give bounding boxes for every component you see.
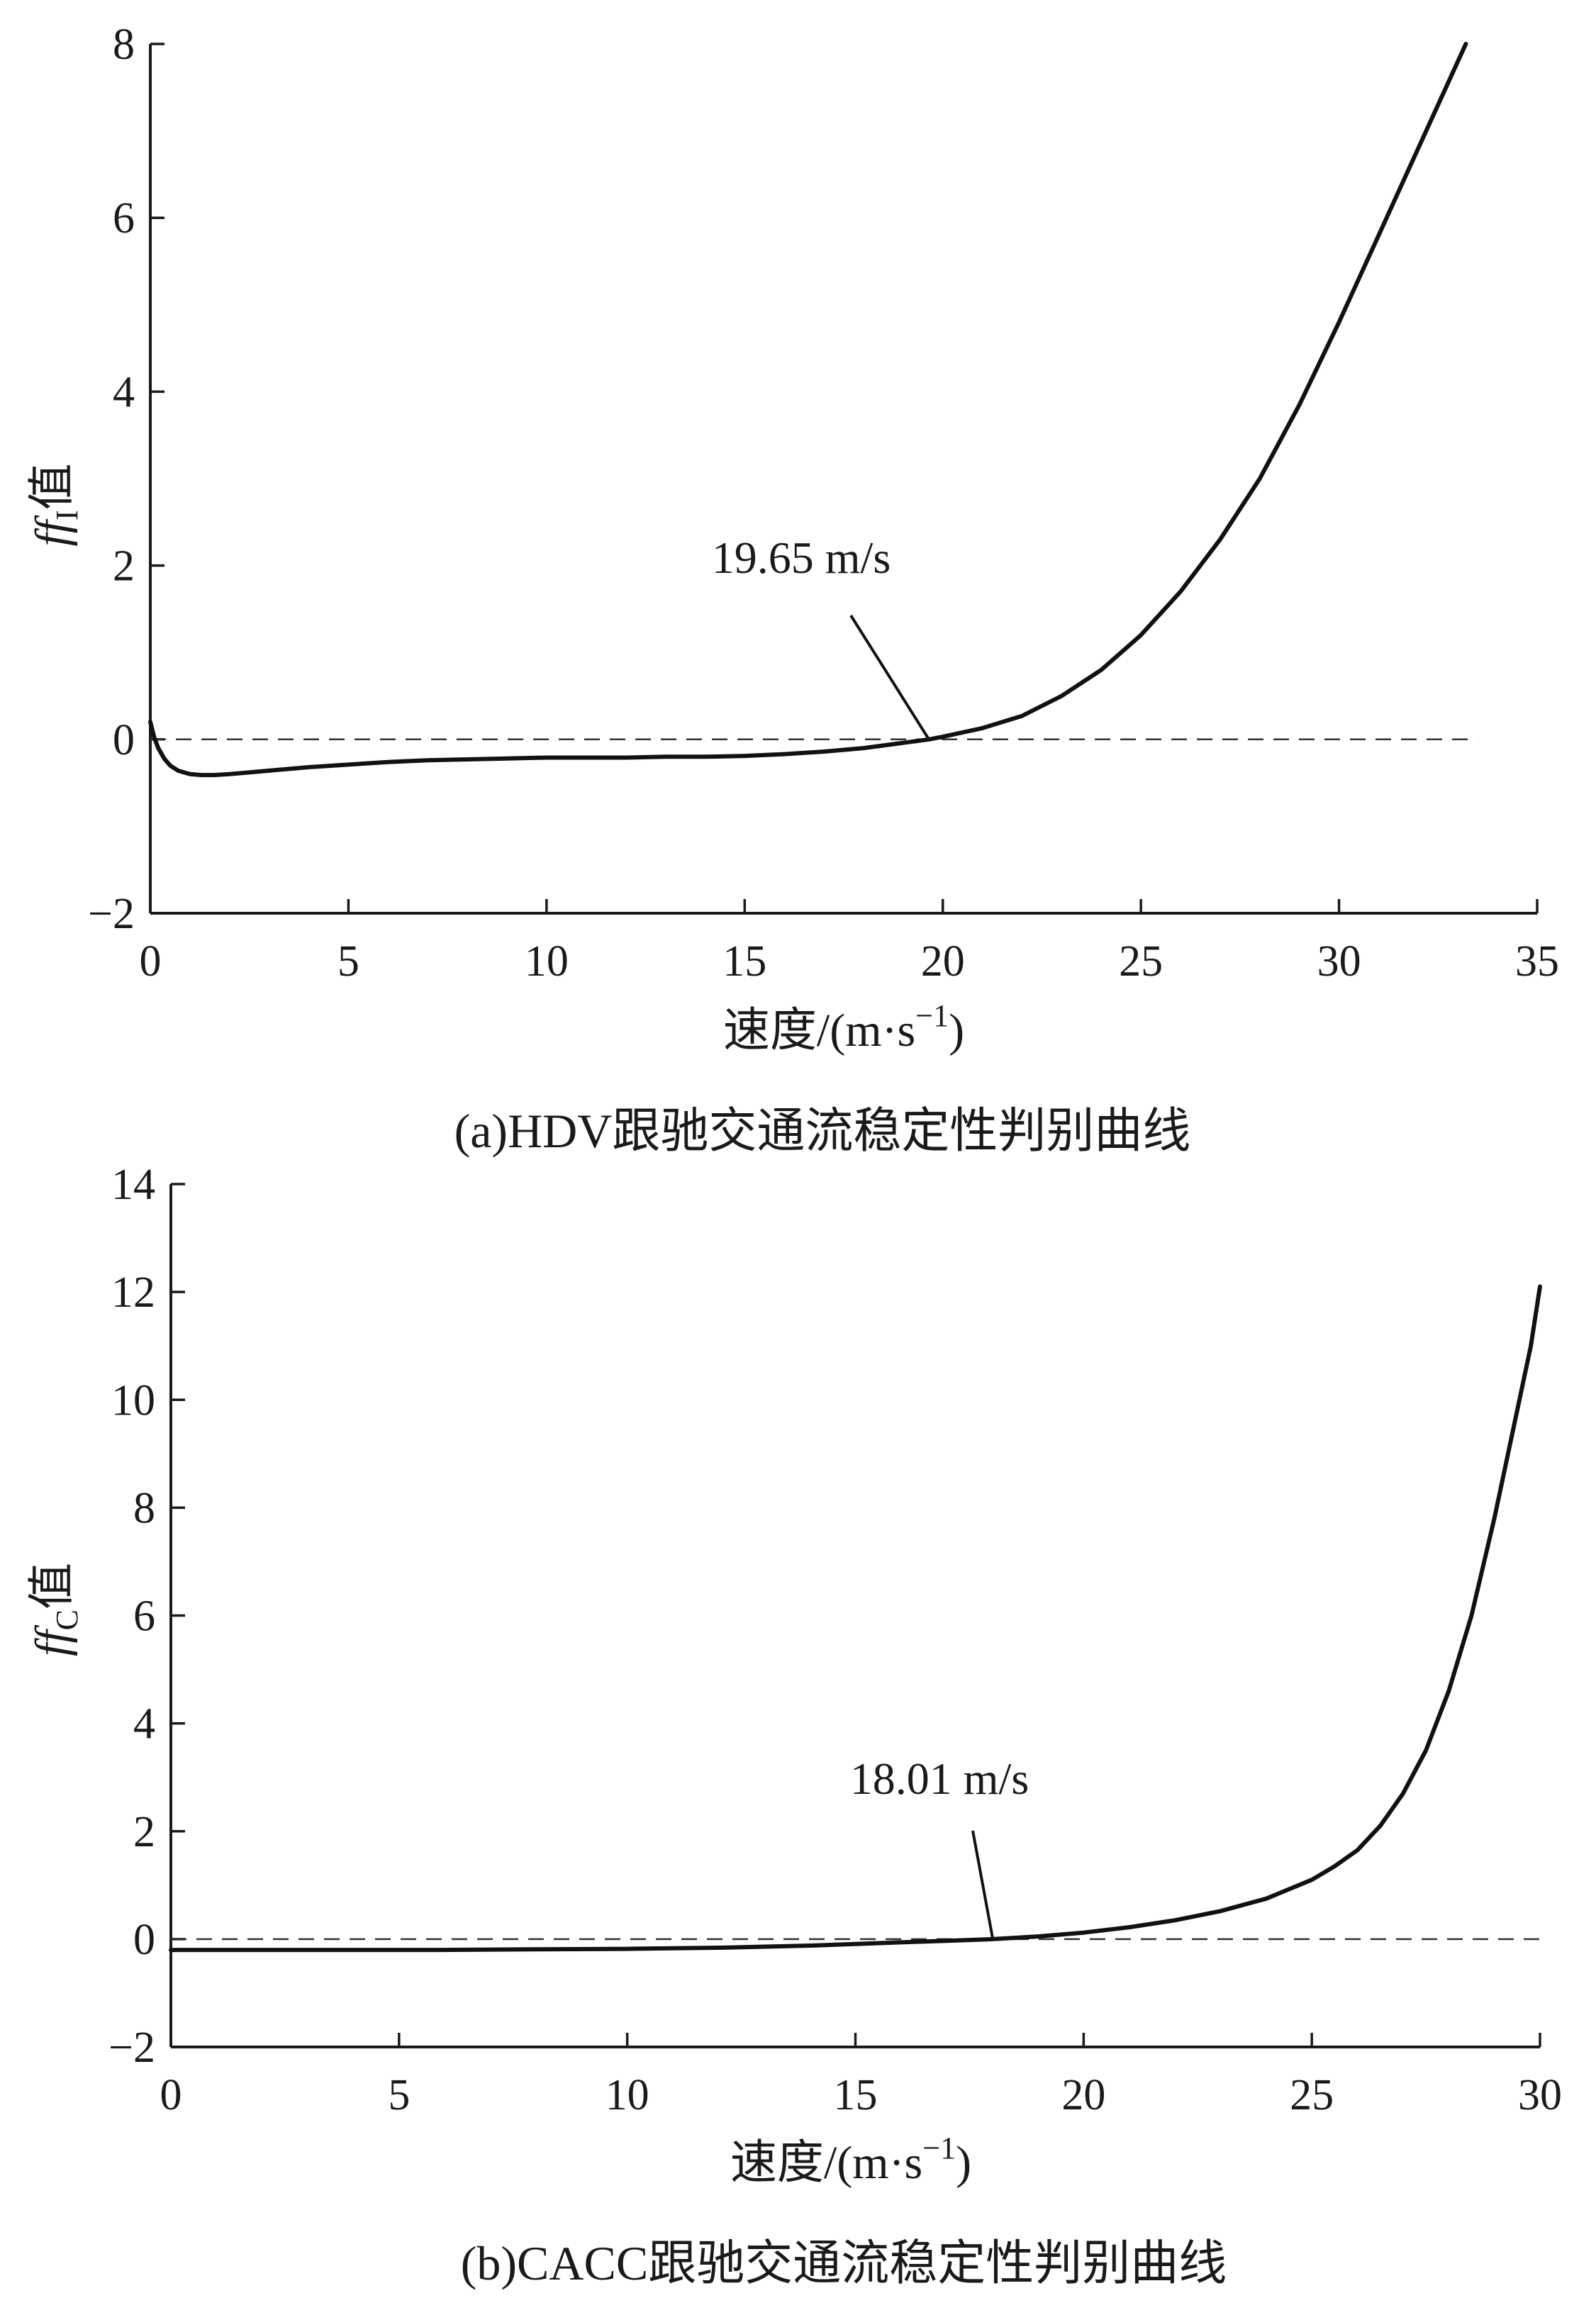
chart-cacc-caption: (b)CACC跟驰交通流稳定性判别曲线 [461, 2236, 1227, 2290]
chart-cacc-y-tick-label: 2 [133, 1808, 155, 1856]
chart-cacc-annotation-group: 18.01 m/s [850, 1753, 1029, 1940]
chart-cacc-y-tick-label: 10 [111, 1376, 155, 1424]
chart-hdv-y-tick-label: 4 [113, 368, 135, 416]
chart-cacc-y-tick-label: 8 [133, 1484, 155, 1532]
chart-cacc-x-tick-label: 30 [1518, 2071, 1562, 2119]
chart-hdv-x-axis-title-superscript: −1 [915, 998, 949, 1033]
chart-cacc-x-tick-label: 20 [1061, 2071, 1105, 2119]
chart-hdv-y-tick-label: 0 [113, 716, 135, 764]
chart-cacc-x-axis-title-close: ) [956, 2137, 971, 2189]
chart-hdv-caption: (a)HDV跟驰交通流稳定性判别曲线 [454, 1104, 1191, 1158]
chart-hdv-x-tick-label: 15 [722, 937, 766, 986]
chart-cacc-x-axis-title: 速度/(m·s−1) [730, 2131, 971, 2189]
chart-cacc-x-tick-label: 25 [1290, 2071, 1334, 2119]
chart-hdv-y-tick-label: −2 [88, 890, 135, 938]
chart-hdv-x-tick-label: 30 [1317, 937, 1361, 986]
chart-hdv-x-tick-label: 35 [1515, 937, 1559, 986]
chart-cacc-annotation-label: 18.01 m/s [850, 1753, 1029, 1804]
chart-hdv-y-axis-title-rest: 值 [26, 463, 78, 510]
chart-cacc-x-axis-title-superscript: −1 [922, 2131, 956, 2165]
chart-cacc-y-tick-label: 4 [133, 1700, 155, 1748]
chart-hdv-x-tick-label: 5 [337, 937, 359, 986]
chart-cacc-x-tick-label: 5 [388, 2071, 410, 2119]
chart-hdv-x-axis-title-main: 速度/(m·s [723, 1005, 915, 1056]
chart-hdv-x-axis-title-close: ) [949, 1005, 964, 1056]
chart-hdv-x-tick-label: 20 [921, 937, 965, 986]
chart-cacc-y-tick-label: 0 [133, 1916, 155, 1964]
chart-hdv-stability-curve [148, 42, 1468, 778]
chart-cacc-y-tick-label: 6 [133, 1592, 155, 1641]
chart-cacc-y-tick-label: 14 [111, 1161, 155, 1209]
chart-hdv-annotation-leader [849, 614, 930, 740]
chart-hdv-y-tick-label: 6 [113, 194, 135, 242]
chart-cacc-y-axis-title-rest: 值 [26, 1563, 78, 1610]
chart-hdv-annotation-label: 19.65 m/s [712, 532, 891, 583]
chart-hdv-axes [149, 43, 1539, 915]
chart-cacc-axes [169, 1183, 1541, 2048]
chart-hdv-y-axis-title: ffI值 [26, 463, 84, 546]
chart-cacc-x-tick-label: 10 [606, 2071, 649, 2119]
chart-cacc-stability-curve [169, 1284, 1542, 1953]
chart-hdv-y-tick-label: 8 [113, 21, 135, 69]
chart-cacc-x-axis-title-main: 速度/(m·s [730, 2137, 922, 2189]
chart-hdv-x-tick-label: 25 [1119, 937, 1163, 986]
chart-cacc-y-tick-label: −2 [108, 2024, 155, 2072]
chart-hdv-x-tick-label: 10 [525, 937, 569, 986]
chart-cacc-x-tick-label: 15 [834, 2071, 878, 2119]
chart-cacc-x-tick-label: 0 [160, 2071, 182, 2119]
chart-cacc-annotation-leader [971, 1830, 995, 1940]
chart-hdv-y-axis-title-subscript: I [50, 510, 84, 520]
chart-cacc-series [169, 1284, 1542, 1953]
chart-hdv-x-tick-label: 0 [140, 937, 162, 986]
chart-cacc-y-axis-title-subscript: C [50, 1610, 84, 1630]
chart-hdv-x-axis-title: 速度/(m·s−1) [723, 998, 964, 1056]
chart-cacc-y-axis-title: ffC值 [26, 1563, 84, 1656]
chart-hdv-y-tick-label: 2 [113, 542, 135, 591]
chart-hdv-series [148, 42, 1468, 778]
chart-cacc-y-tick-label: 12 [111, 1268, 155, 1317]
chart-hdv-annotation-group: 19.65 m/s [712, 532, 930, 740]
